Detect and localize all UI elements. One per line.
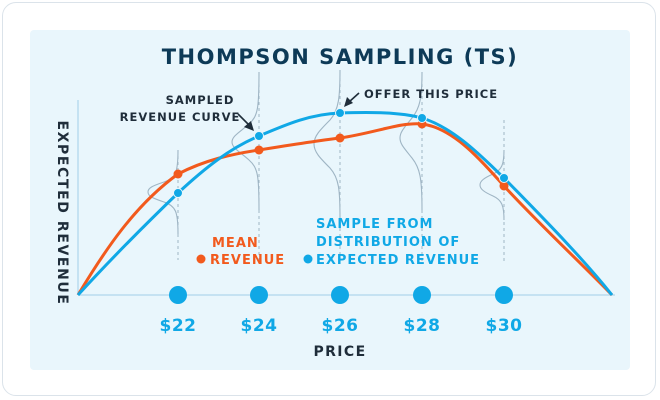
sampled-curve-arrow [237,113,254,131]
price-tick-label-26: $26 [322,316,359,336]
legend-sample-line3: EXPECTED REVENUE [316,253,480,268]
sample-point-24 [254,131,264,141]
mean-point-26 [335,133,345,143]
diagram-panel [30,30,630,370]
y-axis-label: EXPECTED REVENUE [54,120,70,305]
price-marker-22 [169,286,187,304]
sampled-revenue-points [173,108,509,198]
sample-point-30 [499,173,509,183]
price-tick-label-30: $30 [486,316,523,336]
legend-mean-line2: REVENUE [210,253,285,268]
sample-point-22 [173,188,183,198]
legend-sample-line1: SAMPLE FROM [316,217,433,232]
sampled-curve-label-line1: SAMPLED [166,93,235,107]
mean-point-22 [173,169,183,179]
distribution-28 [399,71,423,211]
distribution-24 [231,71,260,211]
price-tick-markers [169,286,513,304]
price-marker-26 [331,286,349,304]
price-marker-28 [413,286,431,304]
distribution-26 [313,69,341,219]
mean-point-30 [499,181,509,191]
price-tick-label-22: $22 [160,316,197,336]
price-guide-lines [177,72,505,262]
diagram-title: THOMPSON SAMPLING (TS) [162,45,519,69]
sample-point-28 [417,113,427,123]
mean-point-24 [254,145,264,155]
legend-sample-dot [303,254,313,264]
price-marker-30 [495,286,513,304]
distribution-30 [479,149,505,221]
legend-mean-line1: MEAN [212,236,259,251]
sampled-curve-label-line2: REVENUE CURVE [120,110,241,124]
x-axis-label: PRICE [313,344,366,360]
mean-revenue-points [173,119,509,191]
legend-mean-dot [196,254,206,264]
offer-price-arrow [344,92,360,107]
price-tick-label-24: $24 [241,316,278,336]
price-marker-24 [250,286,268,304]
legend-sample-line2: DISTRIBUTION OF [316,235,460,250]
price-tick-label-28: $28 [404,316,441,336]
sample-point-26 [335,108,345,118]
offer-price-label: OFFER THIS PRICE [364,87,498,101]
mean-revenue-curve [76,122,614,297]
